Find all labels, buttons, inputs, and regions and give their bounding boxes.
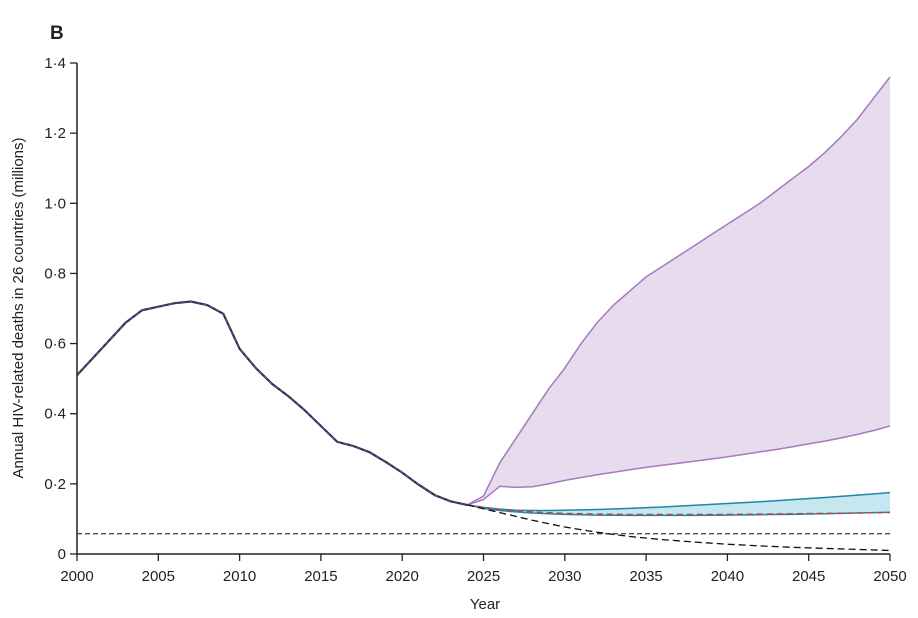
x-tick-label: 2000: [60, 568, 93, 585]
purple-upper-line: [466, 76, 891, 506]
y-tick-label: 1·4: [44, 55, 66, 72]
x-tick-label: 2030: [548, 568, 581, 585]
teal-lower-line: [467, 504, 891, 517]
y-axis-title: Annual HIV-related deaths in 26 countrie…: [10, 137, 27, 478]
x-tick-label: 2035: [629, 568, 662, 585]
x-tick-label: 2020: [386, 568, 419, 585]
series-lines: [76, 76, 891, 552]
x-tick-label: 2005: [142, 568, 175, 585]
panel-label: B: [50, 23, 64, 44]
x-tick-label: 2015: [304, 568, 337, 585]
red-dashed-line: [467, 504, 891, 516]
historical-line-overlay: [76, 301, 468, 506]
x-axis-title: Year: [470, 596, 500, 613]
y-tick-label: 1·2: [44, 125, 66, 142]
black-dashed-line: [467, 504, 891, 552]
purple-lower-line: [466, 425, 891, 506]
historical-line: [76, 300, 468, 506]
y-tick-label: 1·0: [44, 195, 66, 212]
x-tick-label: 2010: [223, 568, 256, 585]
teal-band: [467, 492, 890, 516]
y-tick-label: 0·6: [44, 336, 66, 353]
y-tick-label: 0·4: [44, 406, 66, 423]
uncertainty-bands: [467, 77, 890, 516]
x-tick-label: 2045: [792, 568, 825, 585]
y-tick-label: 0·8: [44, 265, 66, 282]
y-tick-label: 0: [58, 546, 66, 563]
y-tick-label: 0·2: [44, 476, 66, 493]
x-tick-label: 2050: [873, 568, 906, 585]
axes: 0 0·2 0·4 0·6 0·8 1·0 1·2 1·4 2000 2005 2010 2015 20…: [44, 55, 906, 585]
x-tick-label: 2025: [467, 568, 500, 585]
x-tick-label: 2040: [711, 568, 744, 585]
purple-band: [467, 77, 890, 505]
